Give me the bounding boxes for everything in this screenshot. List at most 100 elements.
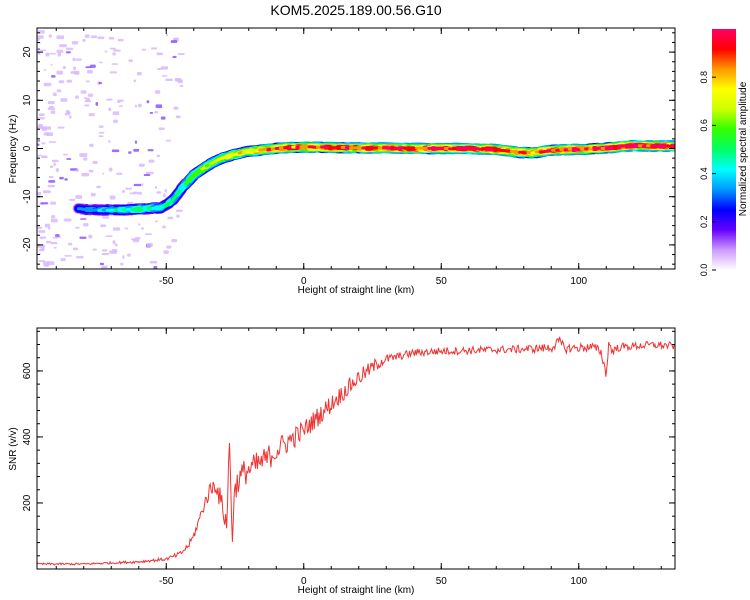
noise-speckle	[141, 183, 144, 187]
x-tick-label: -50	[159, 276, 174, 287]
noise-speckle	[52, 92, 57, 97]
snr-series-line	[37, 336, 675, 566]
noise-speckle	[53, 246, 57, 249]
noise-speckle	[97, 36, 105, 40]
noise-speckle	[74, 70, 80, 75]
noise-speckle	[67, 111, 71, 115]
noise-speckle	[111, 63, 118, 65]
noise-speckle	[175, 79, 183, 82]
colorbar-tick-label: 0.0	[699, 264, 709, 277]
noise-speckle	[89, 143, 94, 147]
noise-speckle	[127, 253, 131, 257]
noise-speckle	[156, 52, 163, 56]
noise-speckle	[63, 218, 72, 222]
noise-speckle	[88, 169, 94, 173]
noise-speckle	[65, 51, 71, 54]
noise-speckle	[147, 149, 154, 152]
snr-xlabel: Height of straight line (km)	[298, 585, 415, 596]
noise-speckle	[38, 113, 45, 116]
noise-speckle	[66, 158, 72, 160]
noise-speckle	[141, 48, 147, 51]
noise-speckle	[59, 176, 64, 180]
noise-speckle	[165, 78, 173, 81]
spectrogram-ylabel: Frequency (Hz)	[8, 115, 19, 184]
noise-speckle	[43, 265, 50, 267]
noise-speckle	[104, 50, 108, 53]
noise-speckle	[176, 214, 180, 218]
noise-speckle	[109, 47, 116, 50]
noise-speckle	[111, 149, 120, 153]
noise-speckle	[157, 68, 162, 70]
spectrogram-xlabel: Height of straight line (km)	[298, 285, 415, 296]
noise-speckle	[99, 262, 105, 266]
noise-speckle	[81, 172, 90, 177]
noise-speckle	[109, 195, 116, 200]
colorbar-gradient	[712, 29, 736, 270]
noise-speckle	[124, 227, 129, 230]
noise-speckle	[56, 49, 64, 53]
noise-speckle	[37, 48, 41, 51]
x-tick-label: 0	[301, 276, 307, 287]
noise-speckle	[47, 107, 56, 111]
noise-speckle	[156, 191, 162, 194]
noise-speckle	[50, 242, 58, 245]
noise-speckle	[171, 239, 178, 243]
colorbar-label: Normalized spectral amplitude	[738, 81, 749, 216]
y-tick-label: 0	[22, 145, 33, 151]
noise-speckle	[90, 35, 98, 39]
noise-speckle	[57, 52, 61, 57]
noise-speckle	[100, 224, 107, 228]
noise-speckle	[85, 66, 92, 69]
noise-speckle	[138, 163, 145, 167]
noise-speckle	[160, 66, 168, 70]
noise-speckle	[87, 70, 93, 74]
noise-speckle	[114, 243, 118, 247]
noise-speckle	[37, 35, 44, 39]
noise-speckle	[113, 119, 118, 123]
noise-speckle	[133, 79, 136, 83]
noise-speckle	[39, 236, 47, 239]
noise-speckle	[56, 35, 65, 40]
noise-speckle	[45, 240, 52, 244]
noise-speckle	[88, 234, 93, 239]
noise-speckle	[50, 218, 58, 223]
noise-speckle	[51, 75, 56, 78]
noise-speckle	[125, 187, 132, 190]
snr-panel: -50 0 50 100 200 400 600 Height of straight l…	[8, 327, 676, 596]
noise-speckle	[84, 104, 90, 107]
figure-title: KOM5.2025.189.00.56.G10	[270, 2, 441, 18]
noise-speckle	[143, 173, 151, 176]
noise-speckle	[62, 66, 66, 69]
noise-speckle	[50, 63, 53, 66]
noise-speckle	[48, 180, 56, 183]
noise-speckle	[51, 215, 56, 219]
noise-speckle	[109, 71, 118, 74]
noise-speckle	[40, 202, 49, 205]
noise-speckle	[95, 101, 99, 106]
noise-speckle	[41, 156, 47, 158]
x-tick-label: 50	[436, 276, 448, 287]
y-tick-label: -10	[22, 189, 33, 204]
noise-speckle	[156, 154, 160, 158]
noise-speckle	[43, 69, 47, 71]
noise-speckle	[75, 226, 80, 229]
noise-speckle	[145, 171, 154, 175]
noise-speckle	[175, 209, 183, 212]
noise-speckle	[73, 66, 76, 71]
noise-speckle	[102, 172, 105, 175]
noise-speckle	[132, 239, 140, 243]
noise-speckle	[134, 140, 137, 144]
noise-speckle	[149, 260, 158, 264]
noise-speckle	[133, 191, 138, 195]
noise-speckle	[60, 258, 66, 262]
noise-speckle	[153, 266, 158, 269]
noise-speckle	[166, 245, 172, 249]
noise-speckle	[112, 227, 121, 231]
noise-speckle	[74, 58, 82, 61]
y-tick-label: 200	[22, 494, 33, 511]
noise-speckle	[41, 246, 45, 251]
noise-speckle	[109, 250, 117, 254]
snr-ylabel: SNR (v/v)	[8, 427, 19, 470]
noise-speckle	[45, 52, 50, 57]
noise-speckle	[85, 97, 90, 102]
